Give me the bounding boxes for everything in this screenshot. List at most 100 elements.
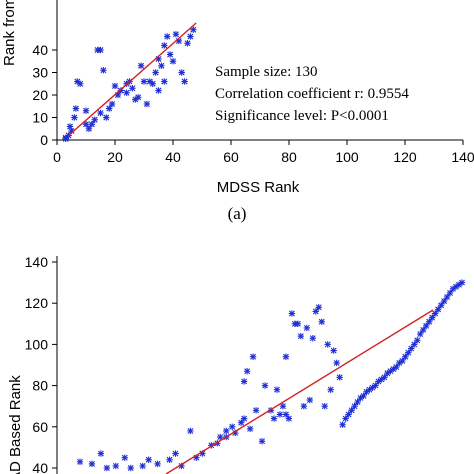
chart-a-y-tick-label: 0 (40, 132, 48, 148)
chart-a-x-tick-label: 120 (393, 149, 417, 165)
chart-a-y-tick-label: 10 (32, 110, 48, 126)
chart-a-point (143, 100, 151, 108)
chart-b-y-tick-label: 80 (32, 378, 48, 394)
chart-b-point (458, 279, 466, 286)
chart-b-point (76, 458, 84, 466)
chart-a-point (103, 114, 110, 121)
chart-a-point (155, 87, 162, 94)
chart-a-point (158, 62, 165, 69)
chart-a-x-tick-label: 0 (53, 149, 61, 165)
chart-b-point (243, 367, 251, 375)
chart-b-ticks: 40 60 80 100 120 140 (25, 254, 57, 474)
chart-a-point (111, 82, 119, 90)
chart-b-point (270, 415, 278, 422)
chart-b-point (240, 378, 248, 385)
chart-b-point (381, 374, 388, 381)
chart-b-point (405, 349, 412, 356)
chart-b-point (330, 347, 337, 354)
chart-a-caption: (a) (228, 204, 247, 223)
chart-b-point (351, 403, 358, 410)
chart-b-point (127, 464, 134, 472)
chart-b-point (297, 332, 305, 340)
chart-b-point (282, 353, 290, 360)
chart-b-point (372, 382, 379, 389)
chart-a-point (178, 69, 185, 76)
chart-a-point (169, 58, 177, 65)
chart-b-point (145, 456, 152, 463)
chart-b-point (306, 396, 313, 404)
chart-b-point (303, 324, 311, 332)
chart-a-point (190, 26, 197, 33)
chart-a-axes (56, 0, 463, 141)
chart-b-point (288, 310, 296, 317)
chart-b-point (428, 314, 436, 321)
chart-b-point (223, 427, 230, 435)
chart-a-point (184, 40, 191, 47)
chart-b-point (425, 318, 433, 325)
chart-a-point (152, 69, 159, 76)
chart-b-point (261, 382, 269, 389)
chart-a-point (123, 89, 130, 96)
chart-b-point (411, 341, 418, 348)
chart-a-ylabel: Rank from (1, 0, 18, 66)
chart-b-point (229, 423, 236, 430)
chart-b-point (414, 337, 421, 344)
chart-a-point (66, 123, 74, 130)
chart-b-point (240, 415, 248, 422)
chart-a-point (172, 31, 180, 38)
chart-a-point (82, 107, 90, 114)
chart-b-y-tick-label: 120 (25, 295, 49, 311)
chart-a-point (135, 94, 142, 101)
chart-a-point (97, 46, 104, 54)
chart-a-point (100, 67, 107, 74)
chart-b-point (166, 456, 173, 463)
chart-b-point (360, 392, 367, 400)
chart-b-point (285, 415, 293, 422)
chart-b-point (440, 297, 448, 305)
chart-b-point (139, 462, 146, 470)
chart-b-point (294, 320, 302, 327)
chart-b-point (393, 363, 400, 371)
chart-a-point (77, 80, 84, 87)
chart-b-point (437, 302, 445, 309)
chart-a-point (164, 33, 171, 40)
chart-b-point (399, 357, 406, 365)
chart-b-point (112, 462, 120, 470)
chart-a-ticks: 0 20 40 60 80 100 120 140 0 10 20 30 40 (32, 42, 474, 165)
chart-b-point (324, 341, 331, 348)
chart-b-point (300, 403, 308, 410)
chart-a-point (140, 78, 148, 85)
chart-b-point (342, 415, 349, 422)
chart-panel-a: 0 20 40 60 80 100 120 140 0 10 20 30 40 Rank from MD… (1, 0, 474, 223)
chart-a-x-tick-label: 20 (107, 149, 123, 165)
chart-b-point (276, 411, 284, 418)
chart-a-x-tick-label: 100 (335, 149, 359, 165)
chart-a-point (72, 105, 80, 112)
chart-a-x-tick-label: 80 (281, 149, 297, 165)
chart-a-point (88, 121, 95, 128)
chart-b-point (312, 308, 319, 315)
chart-b-y-tick-label: 100 (25, 336, 49, 352)
chart-b-point (246, 425, 254, 433)
chart-b-point (279, 403, 287, 410)
chart-a-y-tick-label: 30 (32, 65, 48, 81)
chart-a-point (187, 33, 194, 40)
chart-b-point (339, 421, 346, 428)
chart-b-point (408, 345, 415, 352)
chart-b-point (97, 450, 105, 457)
chart-b-y-tick-label: 60 (32, 419, 48, 435)
chart-a-point (161, 42, 168, 49)
chart-b-point (402, 353, 409, 360)
chart-b-point (282, 411, 290, 418)
chart-a-point (149, 80, 156, 87)
chart-b-point (121, 454, 128, 461)
chart-b-trendline (165, 309, 434, 474)
chart-b-point (354, 398, 361, 406)
chart-a-x-tick-label: 40 (165, 149, 181, 165)
chart-a-point (106, 105, 113, 112)
chart-a-annotation-sample-size: Sample size: 130 (215, 64, 317, 80)
chart-b-points (76, 279, 466, 472)
chart-a-x-tick-label: 60 (223, 149, 239, 165)
chart-a-point (85, 125, 93, 132)
chart-b-ylabel: CAD Based Rank (7, 375, 24, 474)
